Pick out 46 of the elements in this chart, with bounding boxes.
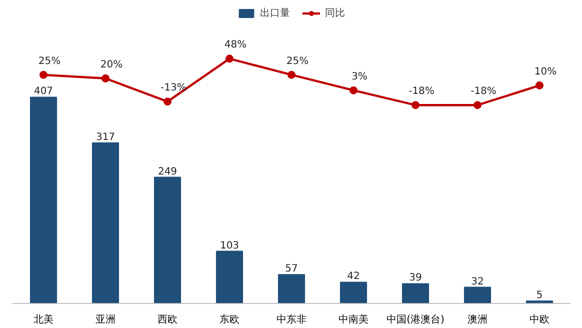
x-tick-label: 中国(港澳台) — [386, 314, 444, 326]
bar — [154, 176, 182, 304]
bar — [402, 283, 430, 304]
x-tick-label: 西欧 — [158, 314, 178, 326]
data-label: 407 — [34, 86, 54, 98]
data-label: -13% — [160, 82, 186, 94]
data-label: 103 — [220, 240, 240, 252]
point — [164, 98, 172, 106]
data-label: 5 — [536, 290, 543, 301]
data-label: 42 — [347, 271, 360, 282]
x-tick-label: 中南美 — [338, 314, 368, 326]
x-tick-label: 澳洲 — [468, 314, 488, 326]
x-tick-label: 东欧 — [220, 314, 240, 326]
data-label: -18% — [470, 86, 496, 98]
data-label: 25% — [38, 56, 61, 67]
point — [288, 70, 296, 79]
bar — [216, 250, 244, 304]
x-tick-label: 亚洲 — [96, 314, 116, 326]
bar — [30, 96, 58, 304]
bar — [340, 282, 368, 304]
x-tick-label: 北美 — [34, 314, 54, 326]
bar — [278, 274, 306, 304]
data-label: 20% — [100, 59, 123, 70]
point — [350, 86, 358, 94]
point — [102, 74, 110, 82]
data-label: 249 — [158, 166, 178, 178]
data-label: 25% — [286, 56, 309, 67]
point — [226, 54, 234, 63]
data-label: 48% — [224, 40, 247, 51]
data-label: 317 — [96, 132, 116, 143]
point — [474, 101, 482, 110]
data-label: 3% — [352, 71, 368, 82]
x-tick-label: 中东非 — [276, 314, 306, 326]
x-tick-label: 中欧 — [530, 314, 550, 326]
point — [536, 81, 544, 90]
data-label: 32 — [471, 276, 484, 288]
data-label: 10% — [534, 66, 557, 78]
data-label: 39 — [409, 272, 422, 284]
legend-label: 出口量 — [260, 6, 290, 20]
point — [40, 70, 48, 79]
data-label: -18% — [408, 86, 434, 98]
bar — [464, 286, 492, 304]
bar — [92, 142, 120, 304]
point — [412, 101, 420, 110]
data-label: 57 — [285, 264, 298, 275]
legend-label: 同比 — [325, 6, 345, 20]
